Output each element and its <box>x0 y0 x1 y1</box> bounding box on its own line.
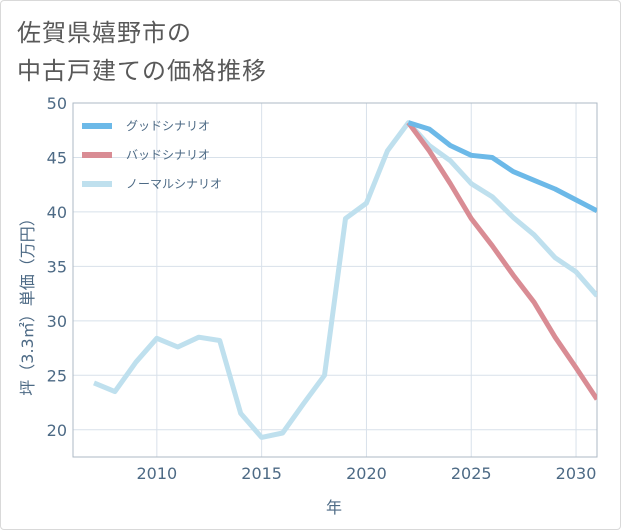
series-line-1 <box>406 121 597 401</box>
plot-area <box>72 102 598 458</box>
legend-label-0: グッドシナリオ <box>126 119 210 133</box>
chart-title-line-2: 中古戸建ての価格推移 <box>17 57 267 85</box>
legend-label-1: バッドシナリオ <box>126 148 210 162</box>
data-series <box>93 120 597 440</box>
y-tick-label: 45 <box>47 148 67 167</box>
y-tick-label: 25 <box>47 366 67 385</box>
y-tick-label: 35 <box>47 257 67 276</box>
x-tick-label: 2010 <box>136 464 177 483</box>
x-axis-ticks: 2010 2015 2020 2025 2030 <box>136 464 596 483</box>
chart-title: 佐賀県嬉野市の 中古戸建ての価格推移 <box>17 14 267 90</box>
x-tick-label: 2025 <box>451 464 492 483</box>
y-tick-label: 40 <box>47 203 67 222</box>
y-axis-title: 坪（3.3㎡）単価（万円） <box>18 210 37 395</box>
x-tick-label: 2020 <box>346 464 387 483</box>
legend-label-2: ノーマルシナリオ <box>126 177 222 191</box>
series-line-0 <box>407 120 597 214</box>
x-axis-title: 年 <box>326 498 342 517</box>
y-tick-label: 30 <box>47 312 67 331</box>
chart-title-line-1: 佐賀県嬉野市の <box>17 19 192 47</box>
series-line-2 <box>93 120 597 440</box>
x-tick-label: 2015 <box>241 464 282 483</box>
y-tick-label: 50 <box>47 94 67 113</box>
y-tick-label: 20 <box>47 421 67 440</box>
x-tick-label: 2030 <box>556 464 597 483</box>
y-axis-ticks: 20 25 30 35 40 45 50 <box>47 94 67 440</box>
